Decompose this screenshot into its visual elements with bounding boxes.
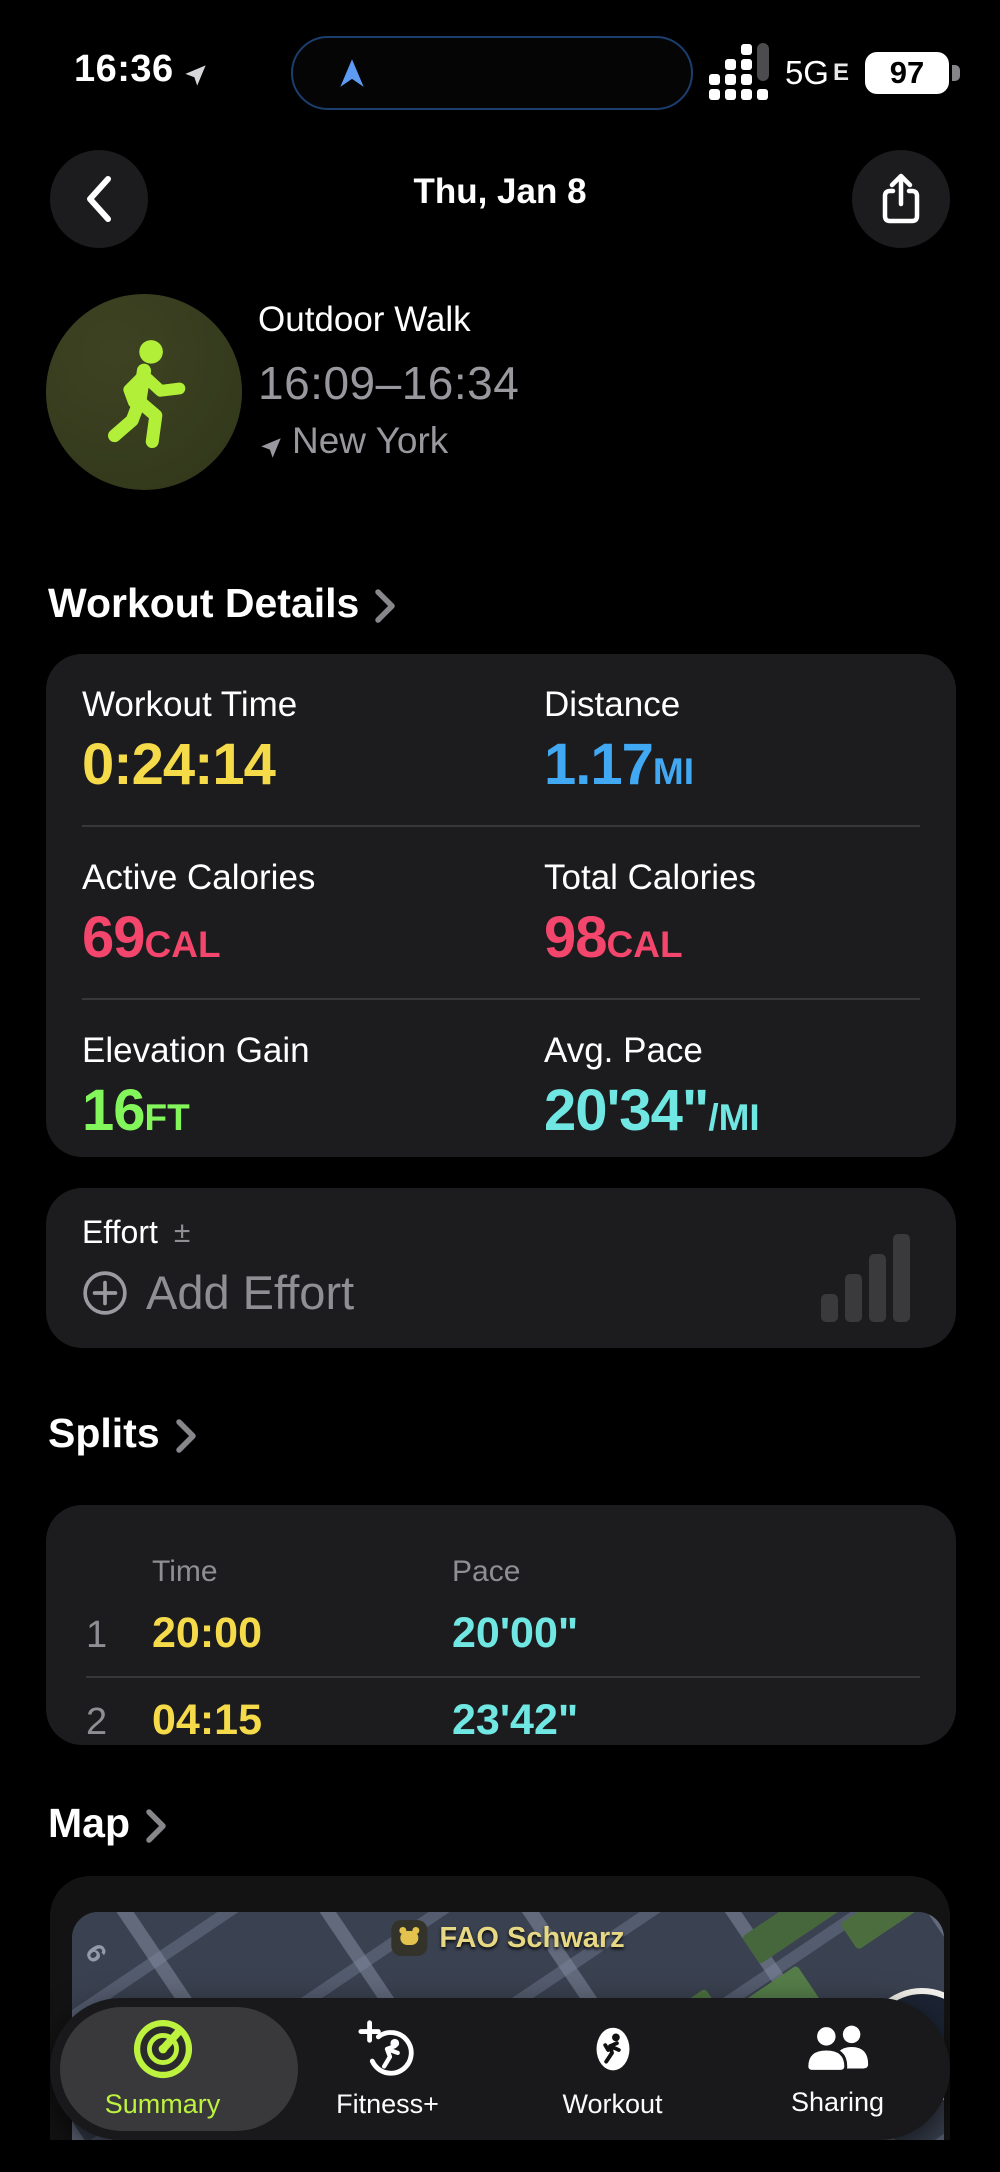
metric-value: 69CAL xyxy=(82,905,221,970)
share-button[interactable] xyxy=(852,150,950,248)
metric-value: 1.17MI xyxy=(544,732,694,797)
splits-col-time: Time xyxy=(152,1555,218,1588)
workout-details-heading[interactable]: Workout Details xyxy=(48,580,397,627)
back-button[interactable] xyxy=(50,150,148,248)
workout-details-card: Workout Time 0:24:14 Distance 1.17MI Act… xyxy=(46,654,956,1157)
tab-label: Fitness+ xyxy=(336,2089,439,2119)
splits-col-pace: Pace xyxy=(452,1555,521,1588)
splits-heading[interactable]: Splits xyxy=(48,1410,198,1457)
workout-location-row: New York xyxy=(258,420,519,462)
chevron-right-icon xyxy=(375,588,396,623)
metric-value: 98CAL xyxy=(544,905,683,970)
tab-workout[interactable]: Workout xyxy=(500,1998,725,2140)
tab-label: Workout xyxy=(562,2089,663,2119)
metric-active-calories: Active Calories 69CAL xyxy=(82,858,544,971)
home-area-mask xyxy=(0,2140,1000,2172)
workout-header-text: Outdoor Walk 16:09–16:34 New York xyxy=(258,300,519,462)
metric-elevation-gain: Elevation Gain 16FT xyxy=(82,1031,544,1144)
metric-label: Distance xyxy=(544,685,681,724)
split-index: 1 xyxy=(86,1614,108,1656)
tab-bar: Summary Fitness+ Workout Sharing xyxy=(50,1998,950,2140)
clock-text: 16:36 xyxy=(74,48,174,90)
add-effort-label: Add Effort xyxy=(146,1266,355,1319)
split-row: 1 20:00 20'00" xyxy=(86,1609,920,1658)
battery-cap xyxy=(952,65,960,81)
splits-card: Time Pace 1 20:00 20'00" 2 04:15 23'42" xyxy=(46,1505,956,1745)
metrics-row: Elevation Gain 16FT Avg. Pace 20'34"/MI xyxy=(82,998,920,1171)
cellular-signal-icon xyxy=(708,43,769,100)
metric-total-calories: Total Calories 98CAL xyxy=(544,858,920,971)
split-time: 20:00 xyxy=(152,1609,262,1657)
chevron-right-icon xyxy=(175,1418,196,1453)
location-services-icon xyxy=(182,56,209,86)
workout-time-range: 16:09–16:34 xyxy=(258,357,520,409)
splits-header-row: Time Pace xyxy=(86,1555,920,1589)
metric-value: 0:24:14 xyxy=(82,732,276,797)
metric-value: 16FT xyxy=(82,1078,190,1143)
carrier-band: E xyxy=(832,59,849,86)
map-heading[interactable]: Map xyxy=(48,1800,168,1847)
plus-circle-icon xyxy=(83,1270,127,1315)
metric-label: Active Calories xyxy=(82,858,316,897)
workout-type-avatar xyxy=(46,294,242,490)
chevron-left-icon xyxy=(87,176,111,222)
location-arrow-icon xyxy=(258,428,284,458)
page-title: Thu, Jan 8 xyxy=(413,172,587,211)
effort-header: Effort ± xyxy=(82,1214,920,1251)
effort-bars-icon xyxy=(821,1234,910,1322)
two-people-icon xyxy=(804,2024,868,2073)
metric-label: Total Calories xyxy=(544,858,757,897)
effort-title: Effort xyxy=(82,1214,158,1250)
metric-workout-time: Workout Time 0:24:14 xyxy=(82,685,544,798)
tab-label: Sharing xyxy=(790,2087,885,2117)
tab-fitness-plus[interactable]: Fitness+ xyxy=(275,1998,500,2140)
status-bar-left: 16:36 xyxy=(74,48,209,91)
dynamic-island[interactable] xyxy=(291,36,693,110)
carrier-tech: 5G xyxy=(784,54,829,91)
carrier-label: 5G E xyxy=(785,54,849,92)
metric-label: Avg. Pace xyxy=(544,1031,703,1070)
teddy-bear-icon xyxy=(391,1920,428,1956)
tab-label: Summary xyxy=(104,2089,221,2119)
metrics-row: Workout Time 0:24:14 Distance 1.17MI xyxy=(82,654,920,825)
tab-summary[interactable]: Summary xyxy=(50,1998,275,2140)
split-pace: 23'42" xyxy=(452,1696,579,1744)
split-time: 04:15 xyxy=(152,1696,262,1744)
map-poi: FAO Schwarz xyxy=(391,1920,625,1956)
metric-value: 20'34"/MI xyxy=(544,1078,760,1143)
metric-label: Elevation Gain xyxy=(82,1031,310,1070)
split-row: 2 04:15 23'42" xyxy=(86,1696,920,1745)
tab-sharing[interactable]: Sharing xyxy=(725,1998,950,2140)
metric-avg-pace: Avg. Pace 20'34"/MI xyxy=(544,1031,920,1144)
effort-card: Effort ± Add Effort xyxy=(46,1188,956,1348)
workout-activity-name: Outdoor Walk xyxy=(258,300,471,339)
effort-adjust-symbol: ± xyxy=(173,1215,191,1249)
navigation-heading-icon xyxy=(340,59,364,87)
split-index: 2 xyxy=(86,1701,108,1743)
activity-rings-icon xyxy=(133,2019,192,2079)
chevron-right-icon xyxy=(146,1808,166,1843)
split-pace: 20'00" xyxy=(452,1609,579,1657)
add-effort-button[interactable]: Add Effort xyxy=(82,1265,920,1320)
workout-details-title: Workout Details xyxy=(48,580,360,626)
battery-percent: 97 xyxy=(865,52,949,94)
workout-runner-icon xyxy=(596,2027,629,2071)
fitness-plus-icon xyxy=(357,2020,414,2076)
status-bar-right: 5G E 97 xyxy=(708,43,960,100)
map-poi-label: FAO Schwarz xyxy=(439,1921,625,1954)
map-title: Map xyxy=(48,1800,130,1846)
workout-location: New York xyxy=(292,420,449,461)
walking-person-icon xyxy=(108,340,186,449)
metric-distance: Distance 1.17MI xyxy=(544,685,920,798)
share-icon xyxy=(882,173,920,224)
metric-label: Workout Time xyxy=(82,685,298,724)
metrics-row: Active Calories 69CAL Total Calories 98C… xyxy=(82,825,920,998)
splits-title: Splits xyxy=(48,1410,160,1456)
battery-indicator: 97 xyxy=(865,52,960,94)
divider xyxy=(86,1676,920,1678)
